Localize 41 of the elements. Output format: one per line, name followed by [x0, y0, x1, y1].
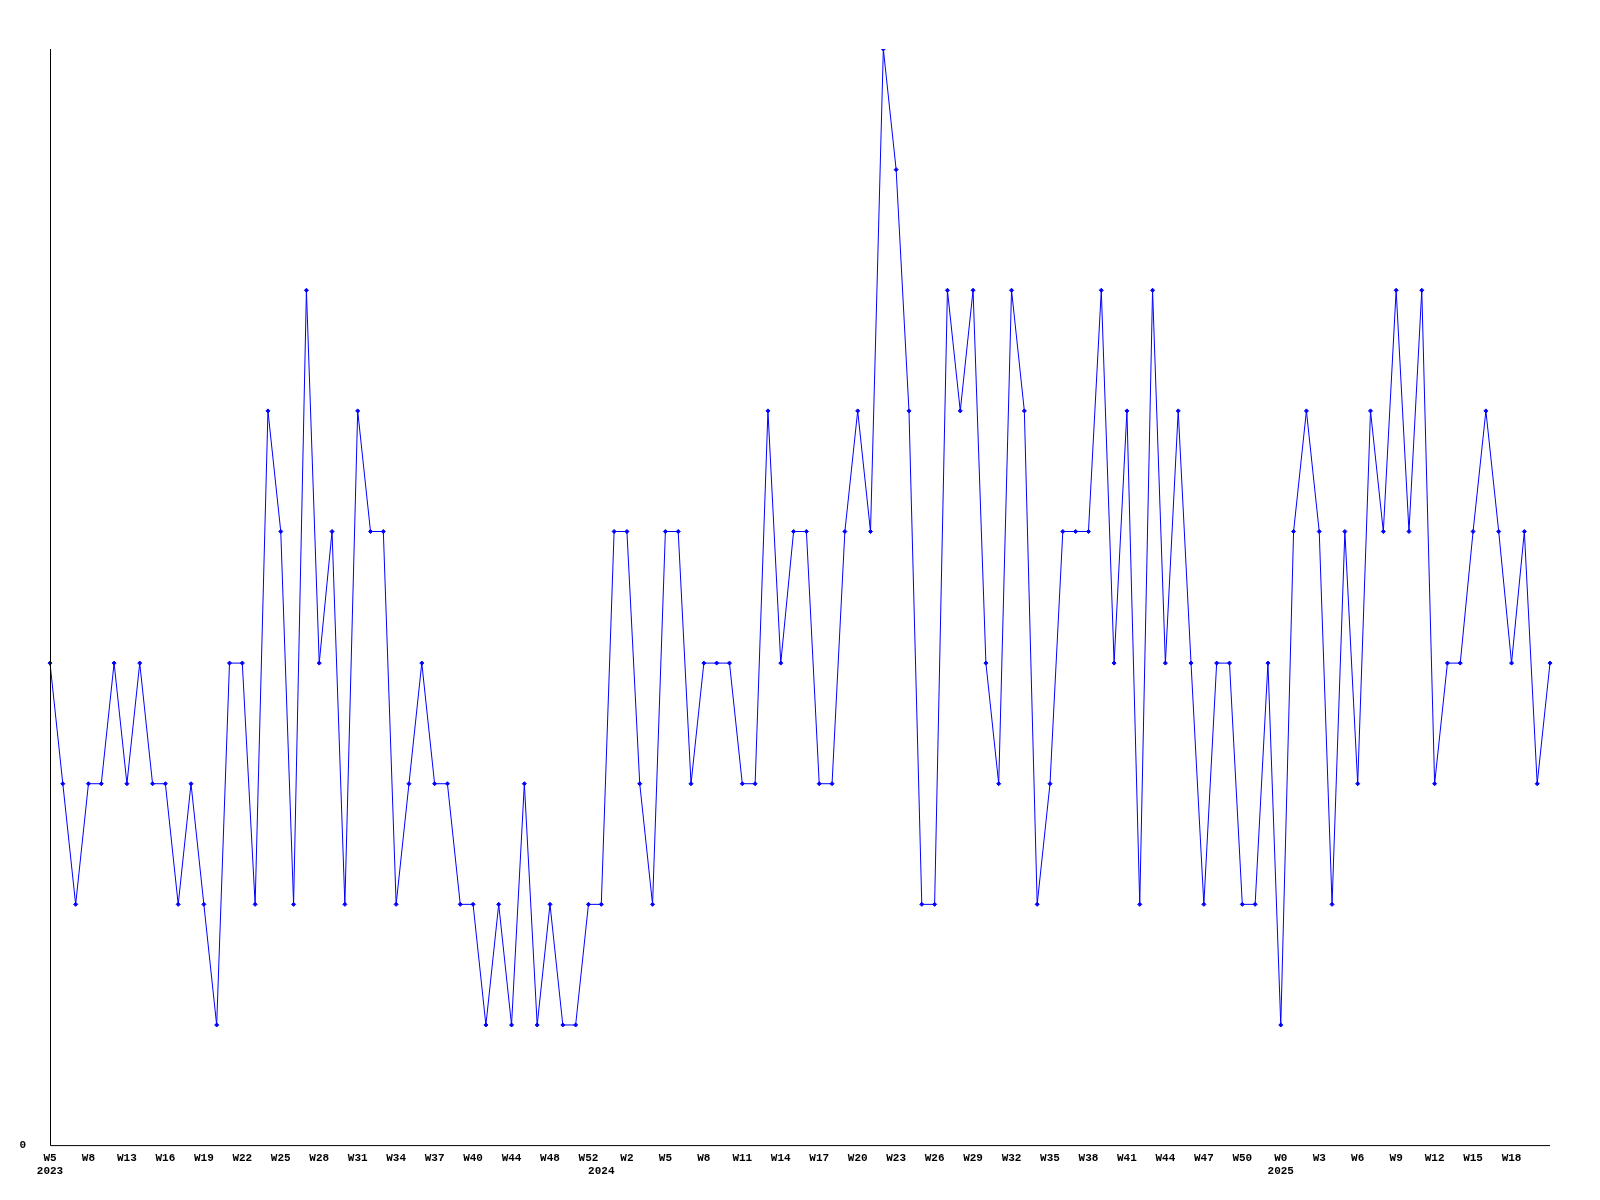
- x-tick-label: W0 2025: [1267, 1151, 1295, 1178]
- x-tick-label: W44: [501, 1151, 522, 1164]
- x-tick-label: W18: [1501, 1151, 1522, 1164]
- x-tick-label: W5 2023: [36, 1151, 64, 1178]
- x-tick-label: W16: [155, 1151, 176, 1164]
- x-tick-label: W25: [270, 1151, 292, 1164]
- x-tick-label: W37: [424, 1151, 445, 1164]
- x-tick-label: W12: [1424, 1151, 1445, 1164]
- x-tick-label: W40: [463, 1151, 483, 1164]
- x-tick-label: W26: [924, 1151, 945, 1164]
- x-tick-label: W28: [309, 1151, 330, 1164]
- x-tick-label: W15: [1463, 1151, 1484, 1164]
- x-tick-label: W13: [117, 1151, 138, 1164]
- x-tick-label: W31: [347, 1151, 368, 1164]
- x-tick-label: W11: [732, 1151, 753, 1164]
- x-tick-label: W8: [697, 1151, 711, 1164]
- x-tick-label: W2: [620, 1151, 634, 1164]
- x-tick-label: W32: [1001, 1151, 1022, 1164]
- x-tick-label: W34: [386, 1151, 407, 1164]
- x-tick-label: W14: [770, 1151, 792, 1164]
- x-tick-label: W52: [578, 1151, 599, 1164]
- x-tick-label: W35: [1040, 1151, 1061, 1164]
- x-tick-label: 2024: [588, 1165, 615, 1178]
- x-tick-label: W47: [1193, 1151, 1214, 1164]
- x-tick-label: W41: [1117, 1151, 1138, 1164]
- x-tick-label: W5: [658, 1151, 673, 1164]
- x-tick-label: W6: [1351, 1151, 1365, 1164]
- x-tick-label: W22: [232, 1151, 253, 1164]
- x-tick-label: W17: [809, 1151, 830, 1164]
- x-tick-label: W19: [193, 1151, 214, 1164]
- x-tick-label: W29: [963, 1151, 983, 1164]
- x-tick-label: W3: [1312, 1151, 1327, 1164]
- x-tick-label: W20: [847, 1151, 868, 1164]
- x-tick-label: W9: [1389, 1151, 1403, 1164]
- x-tick-label: W8: [81, 1151, 96, 1164]
- x-tick-label: W50: [1232, 1151, 1253, 1164]
- x-tick-label: W23: [886, 1151, 907, 1164]
- text: 0: [19, 1139, 26, 1152]
- x-tick-label: W44: [1155, 1151, 1176, 1164]
- x-tick-label: W48: [540, 1151, 561, 1164]
- x-tick-label: W38: [1078, 1151, 1099, 1164]
